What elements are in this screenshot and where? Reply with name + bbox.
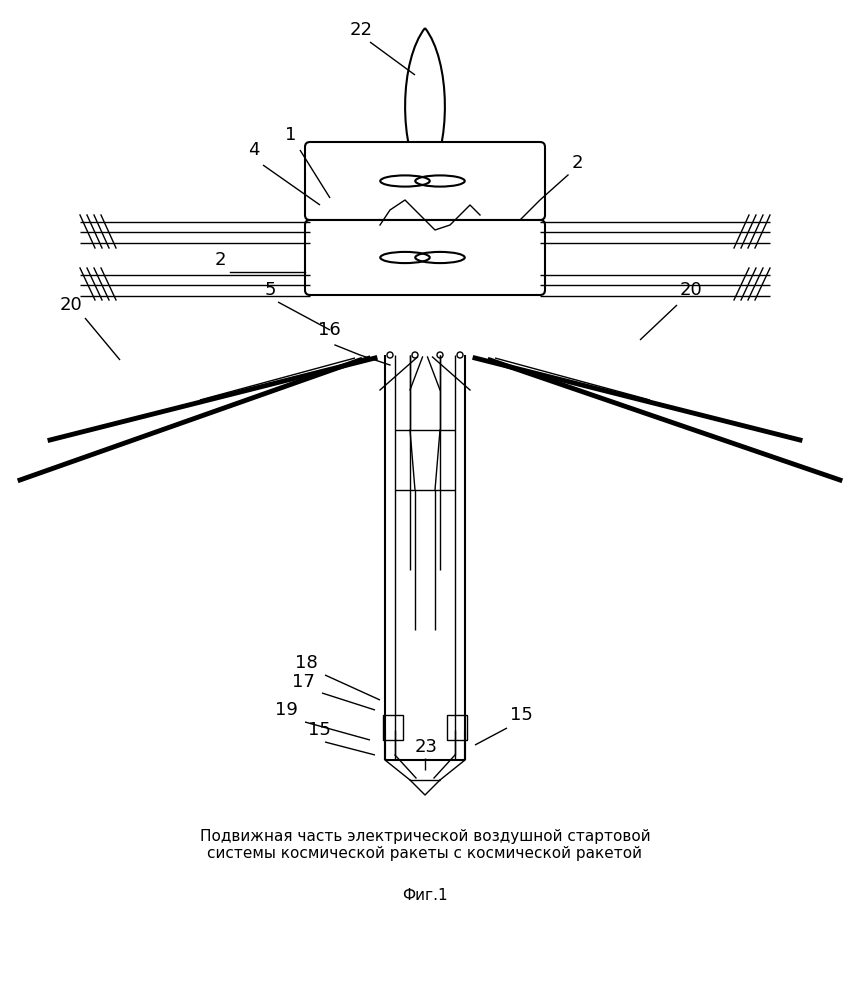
Text: 22: 22 <box>350 21 373 39</box>
Text: 17: 17 <box>292 673 314 691</box>
Circle shape <box>437 352 443 358</box>
FancyBboxPatch shape <box>305 220 545 295</box>
Text: 20: 20 <box>680 281 703 299</box>
Text: 15: 15 <box>308 721 331 739</box>
Text: 20: 20 <box>60 296 82 314</box>
Text: 15: 15 <box>510 706 533 724</box>
Circle shape <box>412 352 418 358</box>
Text: 2: 2 <box>572 154 583 172</box>
Text: 23: 23 <box>415 738 438 756</box>
Circle shape <box>387 352 393 358</box>
Text: 1: 1 <box>285 126 297 144</box>
FancyBboxPatch shape <box>305 142 545 220</box>
Bar <box>447 715 467 740</box>
Circle shape <box>457 352 463 358</box>
Text: 19: 19 <box>275 701 298 719</box>
Text: Подвижная часть электрической воздушной стартовой
системы космической ракеты с к: Подвижная часть электрической воздушной … <box>200 829 650 861</box>
Text: 16: 16 <box>318 321 341 339</box>
Text: 2: 2 <box>215 251 226 269</box>
Text: 4: 4 <box>248 141 259 159</box>
Text: 18: 18 <box>295 654 318 672</box>
Bar <box>383 715 403 740</box>
Text: Фиг.1: Фиг.1 <box>402 888 448 902</box>
PathPatch shape <box>405 28 445 188</box>
Text: 5: 5 <box>265 281 276 299</box>
